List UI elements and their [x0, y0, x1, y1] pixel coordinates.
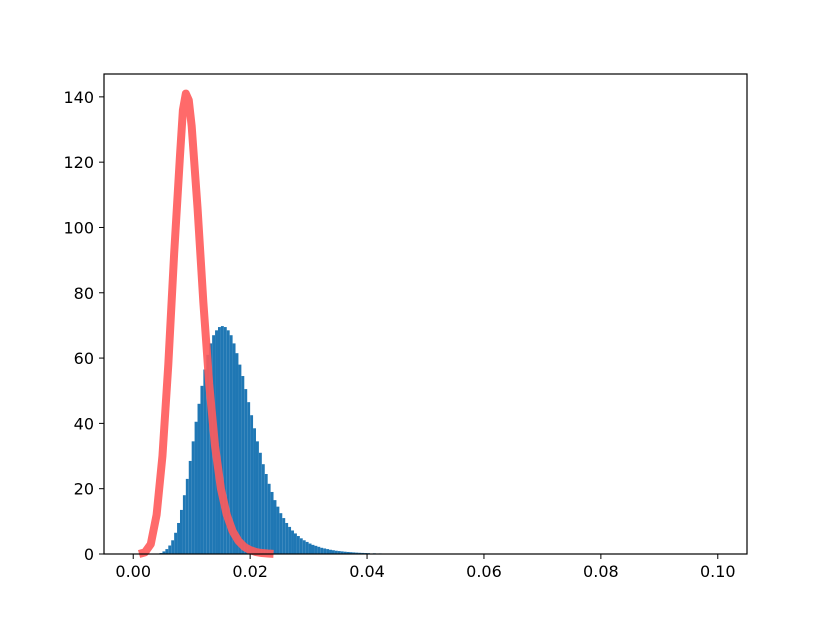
histogram-bar	[343, 551, 347, 554]
histogram-bar	[323, 548, 327, 554]
x-tick-label: 0.00	[115, 562, 151, 581]
histogram-bar	[261, 464, 265, 554]
histogram-bar	[264, 474, 268, 554]
histogram-bar	[232, 343, 236, 554]
histogram-bar	[203, 369, 207, 554]
histogram-bar	[305, 541, 309, 554]
histogram-bar	[285, 522, 289, 554]
histogram-bar	[194, 421, 198, 554]
histogram-bar	[346, 551, 350, 554]
histogram-bar	[244, 389, 248, 554]
x-tick-label: 0.08	[583, 562, 619, 581]
histogram-bar	[217, 327, 221, 554]
histogram-bar	[226, 330, 230, 554]
histogram-bar	[200, 385, 204, 554]
histogram-bar	[253, 428, 256, 554]
histogram-bar	[191, 441, 195, 554]
histogram-bar	[182, 495, 186, 554]
histogram-bar	[267, 483, 271, 554]
histogram-bar	[206, 354, 210, 554]
histogram-bar	[197, 403, 201, 554]
histogram-bar	[270, 491, 274, 554]
y-axis: 0 20 40 60 80 100 120 140	[63, 88, 104, 564]
histogram-bar	[331, 550, 335, 554]
histogram-bar	[337, 551, 341, 554]
histogram-bar	[282, 518, 286, 554]
histogram-bar	[238, 364, 242, 554]
histogram-bar	[320, 547, 324, 554]
y-tick-label: 80	[74, 284, 94, 303]
histogram-bar	[241, 376, 245, 554]
histogram-bar	[165, 549, 169, 554]
histogram-bar	[177, 522, 180, 554]
histogram-bar	[179, 509, 183, 554]
histogram-bar	[302, 540, 306, 554]
histogram-bar	[168, 545, 172, 554]
histogram-bar	[255, 441, 259, 554]
histogram-bar	[355, 552, 359, 554]
histogram-bar	[340, 551, 344, 554]
y-tick-label: 120	[63, 153, 94, 172]
histogram-bar	[171, 540, 175, 554]
histogram-bar	[326, 549, 330, 554]
histogram-bar	[258, 452, 262, 554]
histogram-bar	[276, 506, 280, 554]
histogram-bar	[250, 415, 254, 554]
x-axis: 0.00 0.02 0.04 0.06 0.08 0.10	[115, 554, 736, 581]
histogram-bar	[188, 460, 192, 554]
histogram-bars	[156, 326, 487, 554]
y-tick-label: 140	[63, 88, 94, 107]
histogram-bar	[314, 545, 318, 554]
x-tick-label: 0.10	[700, 562, 736, 581]
histogram-bar	[293, 533, 297, 554]
histogram-bar	[273, 500, 277, 554]
histogram-bar	[352, 552, 356, 554]
x-tick-label: 0.02	[232, 562, 268, 581]
histogram-bar	[279, 513, 283, 554]
histogram-bar	[229, 335, 233, 554]
histogram-bar	[358, 552, 362, 554]
histogram-bar	[209, 343, 213, 554]
histogram-bar	[185, 478, 189, 554]
histogram-bar	[174, 532, 178, 554]
histogram-bar	[329, 549, 332, 554]
histogram-bar	[299, 538, 303, 554]
y-tick-label: 0	[84, 545, 94, 564]
pdf-line	[137, 89, 274, 558]
histogram-bar	[235, 353, 239, 554]
histogram-bar	[334, 550, 338, 554]
x-tick-label: 0.04	[349, 562, 385, 581]
y-tick-label: 60	[74, 349, 94, 368]
histogram-bar	[296, 536, 300, 554]
histogram-bar	[223, 327, 227, 554]
histogram-bar	[317, 546, 321, 554]
histogram-bar	[349, 552, 353, 554]
axes-frame	[103, 73, 748, 555]
histogram-bar	[162, 551, 166, 554]
histogram-bar	[288, 526, 292, 554]
y-tick-label: 20	[74, 480, 94, 499]
histogram-bar	[247, 402, 251, 554]
histogram-bar	[311, 544, 315, 554]
histogram-bar	[291, 530, 294, 554]
histogram-bar	[220, 326, 224, 554]
pdf-curve	[137, 89, 274, 558]
histogram-bar	[308, 543, 312, 554]
y-tick-label: 100	[63, 218, 94, 237]
x-tick-label: 0.06	[466, 562, 502, 581]
y-tick-label: 40	[74, 414, 94, 433]
